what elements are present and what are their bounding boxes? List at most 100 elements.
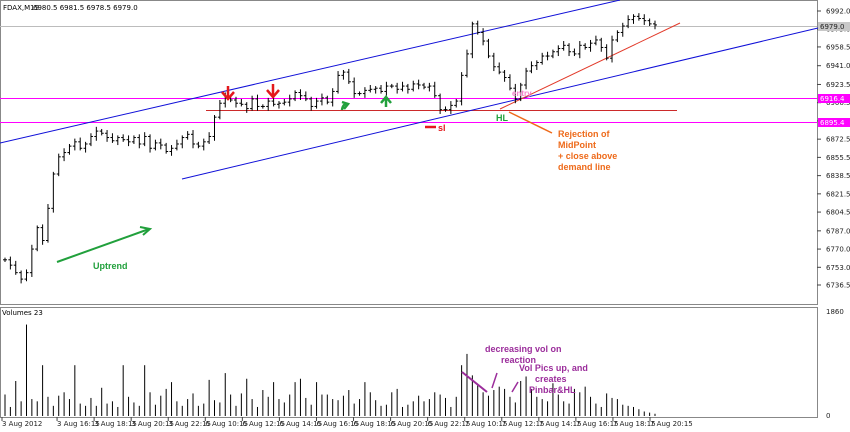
price-bar <box>287 94 292 107</box>
price-bar <box>88 133 93 147</box>
price-bar <box>174 139 179 151</box>
price-bar <box>556 45 561 57</box>
price-bar <box>121 134 126 142</box>
price-y-axis: 6992.06975.06958.56941.06923.56906.56889… <box>817 8 850 290</box>
price-y-tick-label: 6787.0 <box>826 227 850 235</box>
price-bar <box>577 41 582 59</box>
price-bar <box>427 82 432 92</box>
price-bar <box>642 14 647 25</box>
time-x-tick-label: 3 Aug 16:15 <box>57 420 100 428</box>
price-bar <box>153 139 158 151</box>
price-bar <box>443 106 448 112</box>
time-x-tick-label: 7 Aug 20:15 <box>650 420 693 428</box>
price-bar <box>126 135 131 147</box>
volume-note-2c: Pinbar&HL <box>529 385 576 395</box>
price-bar <box>464 49 469 78</box>
time-x-tick-label: 7 Aug 12:15 <box>502 420 545 428</box>
uptrend-arrow <box>56 226 153 263</box>
sl-label: sl <box>438 123 446 133</box>
price-bar <box>62 148 67 162</box>
volume-note-1b: reaction <box>501 355 536 365</box>
price-y-tick-label: 6770.0 <box>826 246 850 254</box>
price-bar <box>502 69 507 82</box>
ohlc-readout: 6980.5 6981.5 6978.5 6979.0 <box>33 4 138 12</box>
price-bar <box>13 260 18 275</box>
volume-max-label: 1860 <box>826 308 844 316</box>
price-bar <box>67 143 72 155</box>
price-bar <box>432 81 437 98</box>
price-bar <box>260 104 265 109</box>
price-bar <box>105 130 110 142</box>
price-y-tick-label: 6804.5 <box>826 209 850 217</box>
price-bar <box>647 18 652 27</box>
volume-pointer-2 <box>511 381 519 393</box>
time-x-axis: 3 Aug 2012 3 Aug 16:153 Aug 18:153 Aug 20… <box>1 417 693 428</box>
price-bar <box>583 43 588 50</box>
time-x-tick-label: 6 Aug 12:15 <box>242 420 285 428</box>
price-bar <box>615 30 620 43</box>
price-bar <box>534 60 539 70</box>
price-bar <box>110 133 115 143</box>
price-bar <box>524 67 529 90</box>
price-tags: 6979.0 6916.4 6895.4 <box>818 22 850 127</box>
price-bar <box>470 21 475 59</box>
price-bar <box>56 153 61 177</box>
price-bar <box>454 98 459 108</box>
price-bar <box>3 257 7 262</box>
current-price-tag-text: 6979.0 <box>820 23 845 31</box>
price-bar <box>330 88 335 107</box>
lower-line-tag-text: 6895.4 <box>820 119 845 127</box>
price-bar <box>497 62 502 75</box>
price-bar <box>207 132 212 144</box>
volume-note-2a: Vol Pics up, and <box>519 363 588 373</box>
hl-label: HL <box>496 113 508 123</box>
time-x-tick-label: 7 Aug 10:15 <box>465 420 508 428</box>
volume-pane[interactable] <box>0 307 818 418</box>
current-price-tag <box>818 22 850 31</box>
time-x-tick-label: 7 Aug 14:15 <box>539 420 582 428</box>
price-bar <box>422 82 427 90</box>
price-bar <box>352 77 357 98</box>
price-bar <box>24 269 29 282</box>
time-x-tick-label: 6 Aug 16:15 <box>316 420 359 428</box>
volume-bars <box>4 324 656 416</box>
price-bar <box>45 204 50 243</box>
price-bar <box>169 145 174 156</box>
red-down-arrow-1 <box>221 86 235 101</box>
price-bar <box>620 22 625 37</box>
volume-title: Volumes 23 <box>2 309 43 317</box>
price-y-tick-label: 6736.5 <box>826 282 850 290</box>
price-bar <box>78 137 83 151</box>
price-bar <box>115 135 120 146</box>
price-bar <box>8 256 13 270</box>
price-bar <box>507 74 512 91</box>
volume-decreasing-marker <box>461 371 488 393</box>
demand-line <box>499 22 681 110</box>
price-bar <box>19 270 24 284</box>
price-bar <box>131 135 136 144</box>
price-bar <box>588 39 593 52</box>
price-pane[interactable] <box>0 0 818 305</box>
price-bar <box>148 134 153 153</box>
price-bar <box>212 115 217 141</box>
price-y-tick-label: 6923.5 <box>826 81 850 89</box>
price-bar <box>303 91 308 102</box>
green-up-arrow-2 <box>380 95 392 107</box>
price-bar <box>448 101 453 114</box>
volume-note-2b: creates <box>535 374 567 384</box>
time-x-tick-label: 6 Aug 22:15 <box>428 420 471 428</box>
price-bar <box>185 131 190 140</box>
volume-pointer-1 <box>491 372 498 389</box>
price-bar <box>266 97 271 111</box>
channel-upper-line <box>0 0 621 144</box>
price-bar <box>83 141 88 153</box>
price-bar <box>319 93 324 106</box>
time-x-tick-label: 6 Aug 20:15 <box>391 420 434 428</box>
price-bar <box>239 98 244 107</box>
rejection-label-4: demand line <box>558 162 611 172</box>
price-y-tick-label: 6855.5 <box>826 154 850 162</box>
time-x-tick-label: 6 Aug 18:15 <box>354 420 397 428</box>
time-x-tick-label: 7 Aug 18:15 <box>613 420 656 428</box>
price-bar <box>362 87 367 98</box>
